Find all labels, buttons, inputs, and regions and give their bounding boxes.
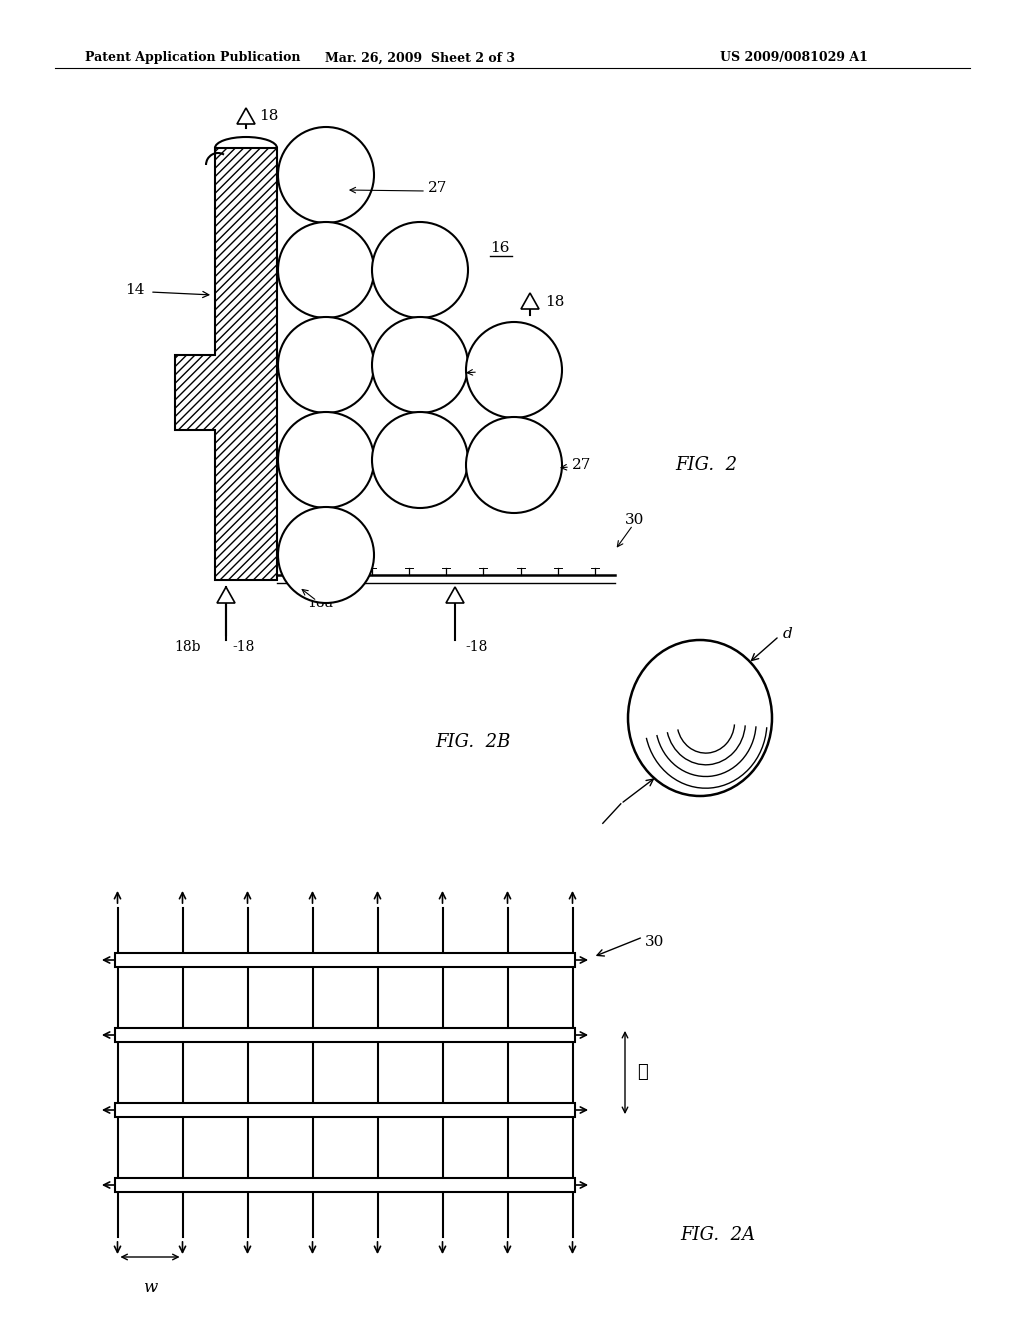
Polygon shape (521, 293, 539, 309)
Circle shape (278, 127, 374, 223)
Polygon shape (446, 587, 464, 603)
Circle shape (278, 412, 374, 508)
Polygon shape (175, 148, 278, 579)
Polygon shape (237, 108, 255, 124)
Text: FIG.  2: FIG. 2 (675, 455, 737, 474)
Text: Patent Application Publication: Patent Application Publication (85, 51, 300, 65)
Circle shape (278, 317, 374, 413)
Circle shape (278, 222, 374, 318)
Text: 27: 27 (572, 458, 592, 473)
Text: 18: 18 (545, 294, 564, 309)
Text: 30: 30 (625, 513, 644, 527)
Polygon shape (217, 587, 234, 603)
Circle shape (466, 322, 562, 418)
Text: US 2009/0081029 A1: US 2009/0081029 A1 (720, 51, 868, 65)
Circle shape (372, 412, 468, 508)
Circle shape (372, 317, 468, 413)
Text: 18b: 18b (174, 640, 201, 653)
FancyBboxPatch shape (115, 1028, 575, 1041)
Ellipse shape (628, 640, 772, 796)
Text: 18: 18 (259, 110, 279, 123)
Text: 16: 16 (490, 242, 510, 255)
Text: FIG.  2B: FIG. 2B (435, 733, 510, 751)
Text: Mar. 26, 2009  Sheet 2 of 3: Mar. 26, 2009 Sheet 2 of 3 (325, 51, 515, 65)
Circle shape (278, 507, 374, 603)
Text: w: w (143, 1279, 157, 1296)
Text: 27: 27 (480, 363, 500, 378)
Text: -18: -18 (465, 640, 487, 653)
Text: 30: 30 (645, 935, 665, 949)
FancyBboxPatch shape (115, 953, 575, 968)
Text: d: d (782, 627, 793, 640)
FancyBboxPatch shape (115, 1104, 575, 1117)
Text: -18: -18 (232, 640, 254, 653)
Text: 18a: 18a (307, 597, 333, 610)
Text: ℓ: ℓ (637, 1064, 648, 1081)
FancyBboxPatch shape (115, 1177, 575, 1192)
Text: FIG.  2A: FIG. 2A (680, 1226, 755, 1243)
Text: 27: 27 (428, 181, 447, 195)
Circle shape (372, 222, 468, 318)
Circle shape (466, 417, 562, 513)
Text: 14: 14 (125, 282, 144, 297)
Text: 27: 27 (682, 700, 703, 717)
